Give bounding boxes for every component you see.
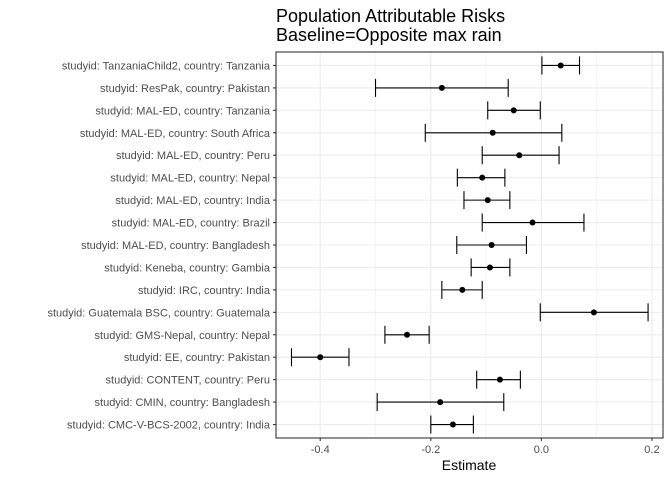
y-tick-label: studyid: MAL-ED, country: Bangladesh (81, 240, 270, 252)
y-tick-label: studyid: MAL-ED, country: India (115, 195, 271, 207)
estimate-point (516, 152, 523, 159)
estimate-point (404, 331, 411, 338)
estimate-point (449, 421, 456, 428)
x-tick-label: 0.2 (644, 444, 659, 456)
y-tick-label: studyid: MAL-ED, country: Tanzania (95, 105, 271, 117)
estimate-point (479, 174, 486, 181)
x-tick-label: -0.4 (311, 444, 330, 456)
y-tick-label: studyid: MAL-ED, country: Brazil (112, 218, 270, 230)
estimate-point (486, 264, 493, 271)
y-tick-label: studyid: MAL-ED, country: South Africa (80, 128, 271, 140)
estimate-point (557, 62, 564, 69)
estimate-point (488, 242, 495, 248)
y-tick-label: studyid: CONTENT, country: Peru (106, 375, 270, 387)
estimate-point (437, 399, 444, 406)
estimate-point (489, 129, 496, 136)
y-tick-label: studyid: EE, country: Pakistan (124, 352, 270, 364)
y-tick-label: studyid: GMS-Nepal, country: Nepal (95, 330, 270, 342)
chart-title-line-2: Baseline=Opposite max rain (276, 25, 502, 45)
x-axis-label: Estimate (442, 457, 497, 473)
estimate-point (317, 354, 324, 361)
estimate-point (484, 197, 491, 204)
estimate-point (529, 219, 536, 226)
y-tick-label: studyid: ResPak, country: Pakistan (100, 83, 270, 95)
y-tick-label: studyid: MAL-ED, country: Peru (116, 150, 270, 162)
estimate-point (496, 376, 503, 383)
y-tick-label: studyid: CMIN, country: Bangladesh (95, 397, 270, 409)
chart-title-line-1: Population Attributable Risks (276, 6, 505, 26)
estimate-point (459, 286, 466, 293)
plot-area: studyid: TanzaniaChild2, country: Tanzan… (47, 51, 664, 456)
estimate-point (510, 107, 517, 114)
y-tick-label: studyid: Guatemala BSC, country: Guatema… (47, 307, 270, 319)
y-tick-label: studyid: IRC, country: India (138, 285, 271, 297)
y-tick-label: studyid: CMC-V-BCS-2002, country: India (67, 420, 271, 432)
estimate-point (590, 309, 597, 316)
y-tick-label: studyid: MAL-ED, country: Nepal (110, 173, 270, 185)
x-tick-label: 0.0 (534, 444, 549, 456)
estimate-point (438, 84, 445, 91)
y-tick-label: studyid: Keneba, country: Gambia (104, 262, 271, 274)
x-tick-label: -0.2 (421, 444, 440, 456)
y-tick-label: studyid: TanzaniaChild2, country: Tanzan… (62, 60, 271, 72)
